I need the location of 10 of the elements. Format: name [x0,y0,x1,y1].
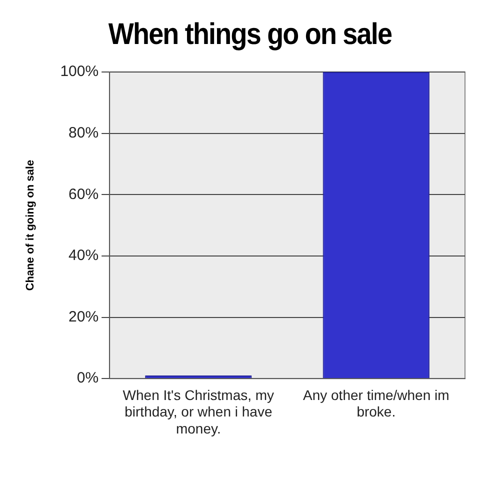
y-tick-label: 0% [76,370,99,387]
y-tick-label: 20% [68,308,99,326]
y-tick-label: 40% [68,247,99,264]
x-tick-label: Any other time/when im broke. [302,386,450,420]
y-tick-label: 100% [60,63,99,80]
y-tick-label: 60% [68,186,99,203]
chart-title: When things go on sale [107,18,393,52]
x-tick-label: When It's Christmas, my birthday, or when i have money. [122,386,274,436]
y-tick-label: 80% [68,124,99,142]
y-axis-title: Chane of it going on sale [24,160,37,291]
